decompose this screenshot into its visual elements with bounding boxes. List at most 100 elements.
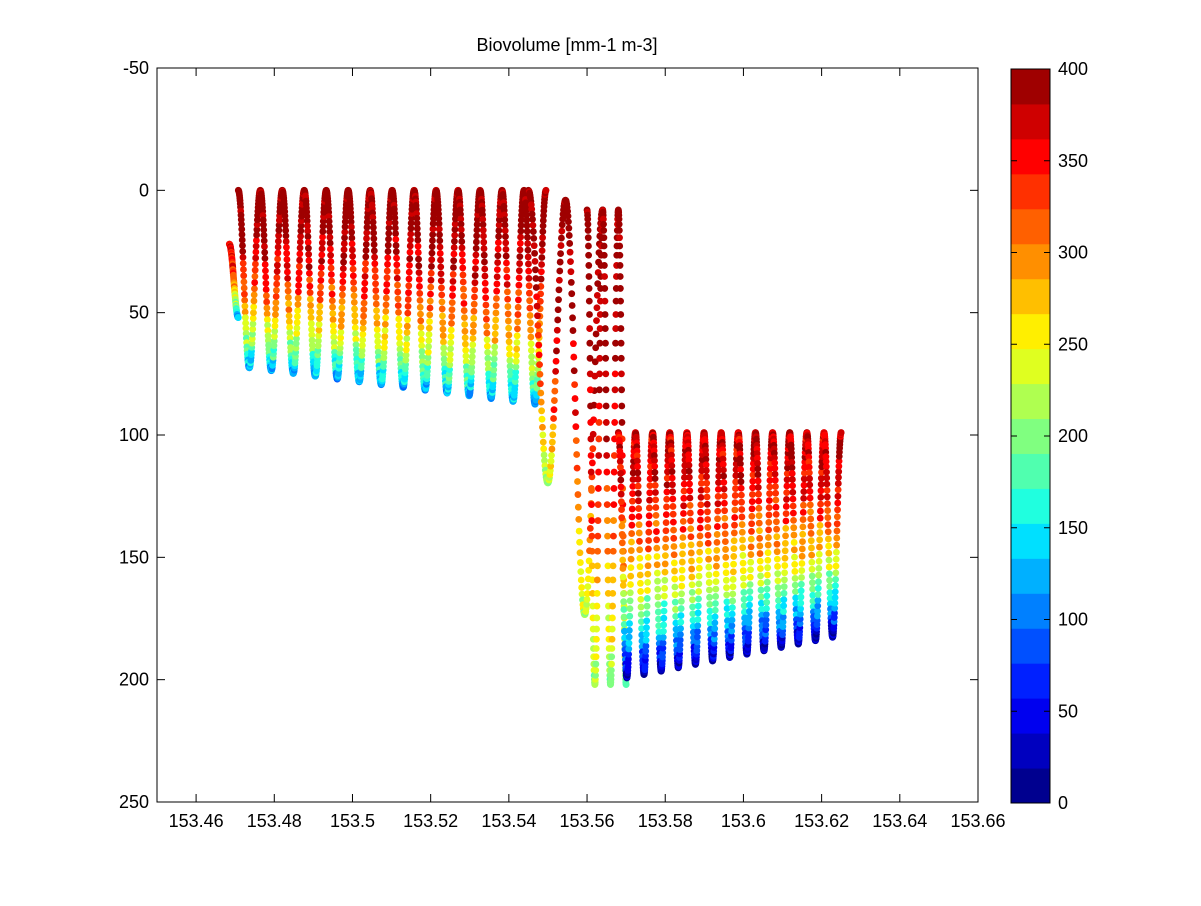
data-point bbox=[602, 370, 610, 378]
data-point bbox=[789, 502, 797, 510]
data-point bbox=[552, 357, 560, 365]
data-point bbox=[406, 242, 414, 250]
y-tick-label: 200 bbox=[119, 670, 149, 690]
data-point bbox=[601, 273, 608, 280]
data-point bbox=[773, 555, 781, 563]
data-point bbox=[491, 343, 499, 351]
data-point bbox=[608, 645, 616, 652]
data-point bbox=[642, 652, 649, 660]
data-point bbox=[274, 255, 282, 263]
data-point bbox=[252, 260, 259, 268]
data-point bbox=[809, 591, 817, 599]
data-point bbox=[239, 242, 246, 249]
data-point bbox=[492, 323, 499, 331]
data-point bbox=[609, 562, 617, 570]
data-point bbox=[370, 229, 377, 237]
data-point bbox=[695, 595, 702, 603]
data-point bbox=[593, 602, 601, 610]
data-point bbox=[516, 260, 524, 267]
data-point bbox=[483, 322, 491, 330]
data-point bbox=[305, 244, 312, 252]
data-point bbox=[436, 243, 444, 251]
data-point bbox=[361, 286, 368, 294]
data-point bbox=[282, 232, 290, 240]
data-point bbox=[635, 497, 642, 505]
chart-title: Biovolume [mm-1 m-3] bbox=[476, 35, 657, 55]
data-point bbox=[740, 595, 748, 603]
data-point bbox=[425, 343, 432, 350]
data-point bbox=[729, 568, 737, 576]
data-point bbox=[706, 600, 714, 608]
data-point bbox=[262, 286, 270, 293]
data-point bbox=[240, 272, 248, 280]
data-point bbox=[460, 307, 468, 314]
data-point bbox=[807, 530, 815, 537]
data-point bbox=[644, 587, 651, 594]
data-point bbox=[339, 265, 347, 273]
data-point bbox=[595, 386, 603, 394]
data-point bbox=[471, 279, 479, 287]
data-point bbox=[251, 285, 258, 293]
data-point bbox=[685, 451, 693, 459]
data-point bbox=[625, 633, 633, 641]
data-point bbox=[686, 487, 694, 495]
data-point bbox=[547, 462, 555, 470]
data-point bbox=[548, 451, 555, 459]
data-point bbox=[524, 233, 531, 241]
data-point bbox=[712, 578, 720, 586]
data-point bbox=[305, 263, 313, 271]
data-point bbox=[747, 535, 755, 543]
data-point bbox=[602, 402, 610, 410]
data-point bbox=[481, 258, 488, 266]
data-point bbox=[688, 588, 696, 596]
data-point bbox=[711, 613, 719, 621]
data-point bbox=[361, 266, 369, 274]
data-point bbox=[773, 548, 781, 556]
data-point bbox=[281, 217, 289, 224]
data-point bbox=[749, 477, 757, 485]
data-point bbox=[773, 533, 781, 541]
data-point bbox=[670, 526, 677, 534]
data-point bbox=[808, 544, 815, 552]
data-point bbox=[722, 561, 730, 569]
data-point bbox=[271, 327, 279, 335]
data-point bbox=[294, 294, 302, 302]
data-point bbox=[556, 267, 564, 275]
data-point bbox=[358, 351, 366, 359]
data-point bbox=[764, 564, 772, 572]
data-point bbox=[457, 215, 465, 223]
data-point bbox=[492, 302, 500, 310]
data-point bbox=[609, 576, 617, 584]
data-point bbox=[669, 488, 677, 496]
data-point bbox=[549, 431, 557, 439]
data-point bbox=[577, 559, 584, 566]
data-point bbox=[282, 221, 289, 229]
data-point bbox=[304, 233, 312, 240]
colorbar-segment bbox=[1011, 138, 1050, 175]
data-point bbox=[618, 402, 626, 410]
data-point bbox=[671, 575, 679, 583]
data-point bbox=[512, 357, 520, 365]
data-point bbox=[336, 339, 344, 347]
data-point bbox=[635, 521, 643, 529]
data-point bbox=[440, 338, 447, 346]
data-point bbox=[834, 506, 841, 514]
data-point bbox=[506, 351, 514, 358]
data-point bbox=[547, 457, 555, 465]
data-point bbox=[479, 226, 487, 234]
data-point bbox=[341, 223, 349, 231]
data-point bbox=[592, 666, 600, 674]
data-point bbox=[740, 581, 748, 589]
data-point bbox=[730, 529, 738, 537]
data-point bbox=[414, 242, 422, 250]
data-point bbox=[493, 273, 501, 281]
data-point bbox=[788, 470, 796, 477]
colorbar-segment bbox=[1011, 348, 1050, 385]
data-point bbox=[506, 357, 514, 364]
colorbar-segment bbox=[1011, 103, 1050, 140]
data-point bbox=[437, 277, 445, 285]
data-point bbox=[645, 545, 652, 553]
data-point bbox=[371, 266, 379, 274]
data-point bbox=[670, 559, 678, 567]
